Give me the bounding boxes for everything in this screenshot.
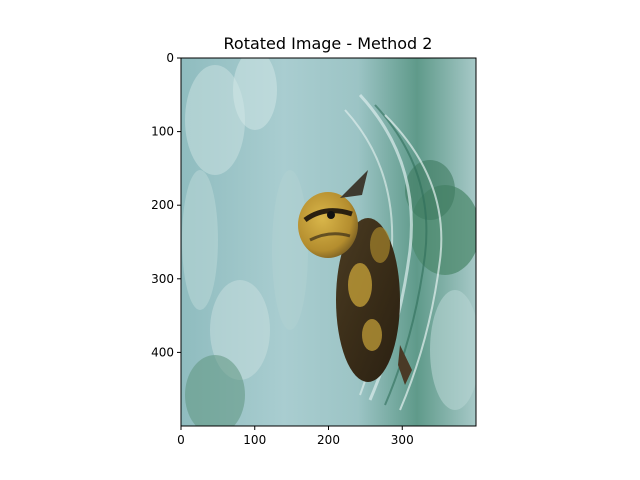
y-tick-label: 200 bbox=[151, 198, 174, 212]
y-tick-label: 100 bbox=[151, 125, 174, 139]
x-tick-label: 200 bbox=[317, 433, 340, 447]
y-tick-label: 300 bbox=[151, 272, 174, 286]
duckling-photo bbox=[181, 58, 476, 426]
x-tick-label: 300 bbox=[391, 433, 414, 447]
y-tick-label: 0 bbox=[166, 51, 174, 65]
y-tick-label: 400 bbox=[151, 345, 174, 359]
chart-title: Rotated Image - Method 2 bbox=[224, 34, 433, 53]
x-axis: 0 100 200 300 bbox=[177, 426, 414, 447]
y-axis: 0 100 200 300 400 bbox=[151, 51, 181, 359]
x-tick-label: 100 bbox=[243, 433, 266, 447]
x-tick-label: 0 bbox=[177, 433, 185, 447]
